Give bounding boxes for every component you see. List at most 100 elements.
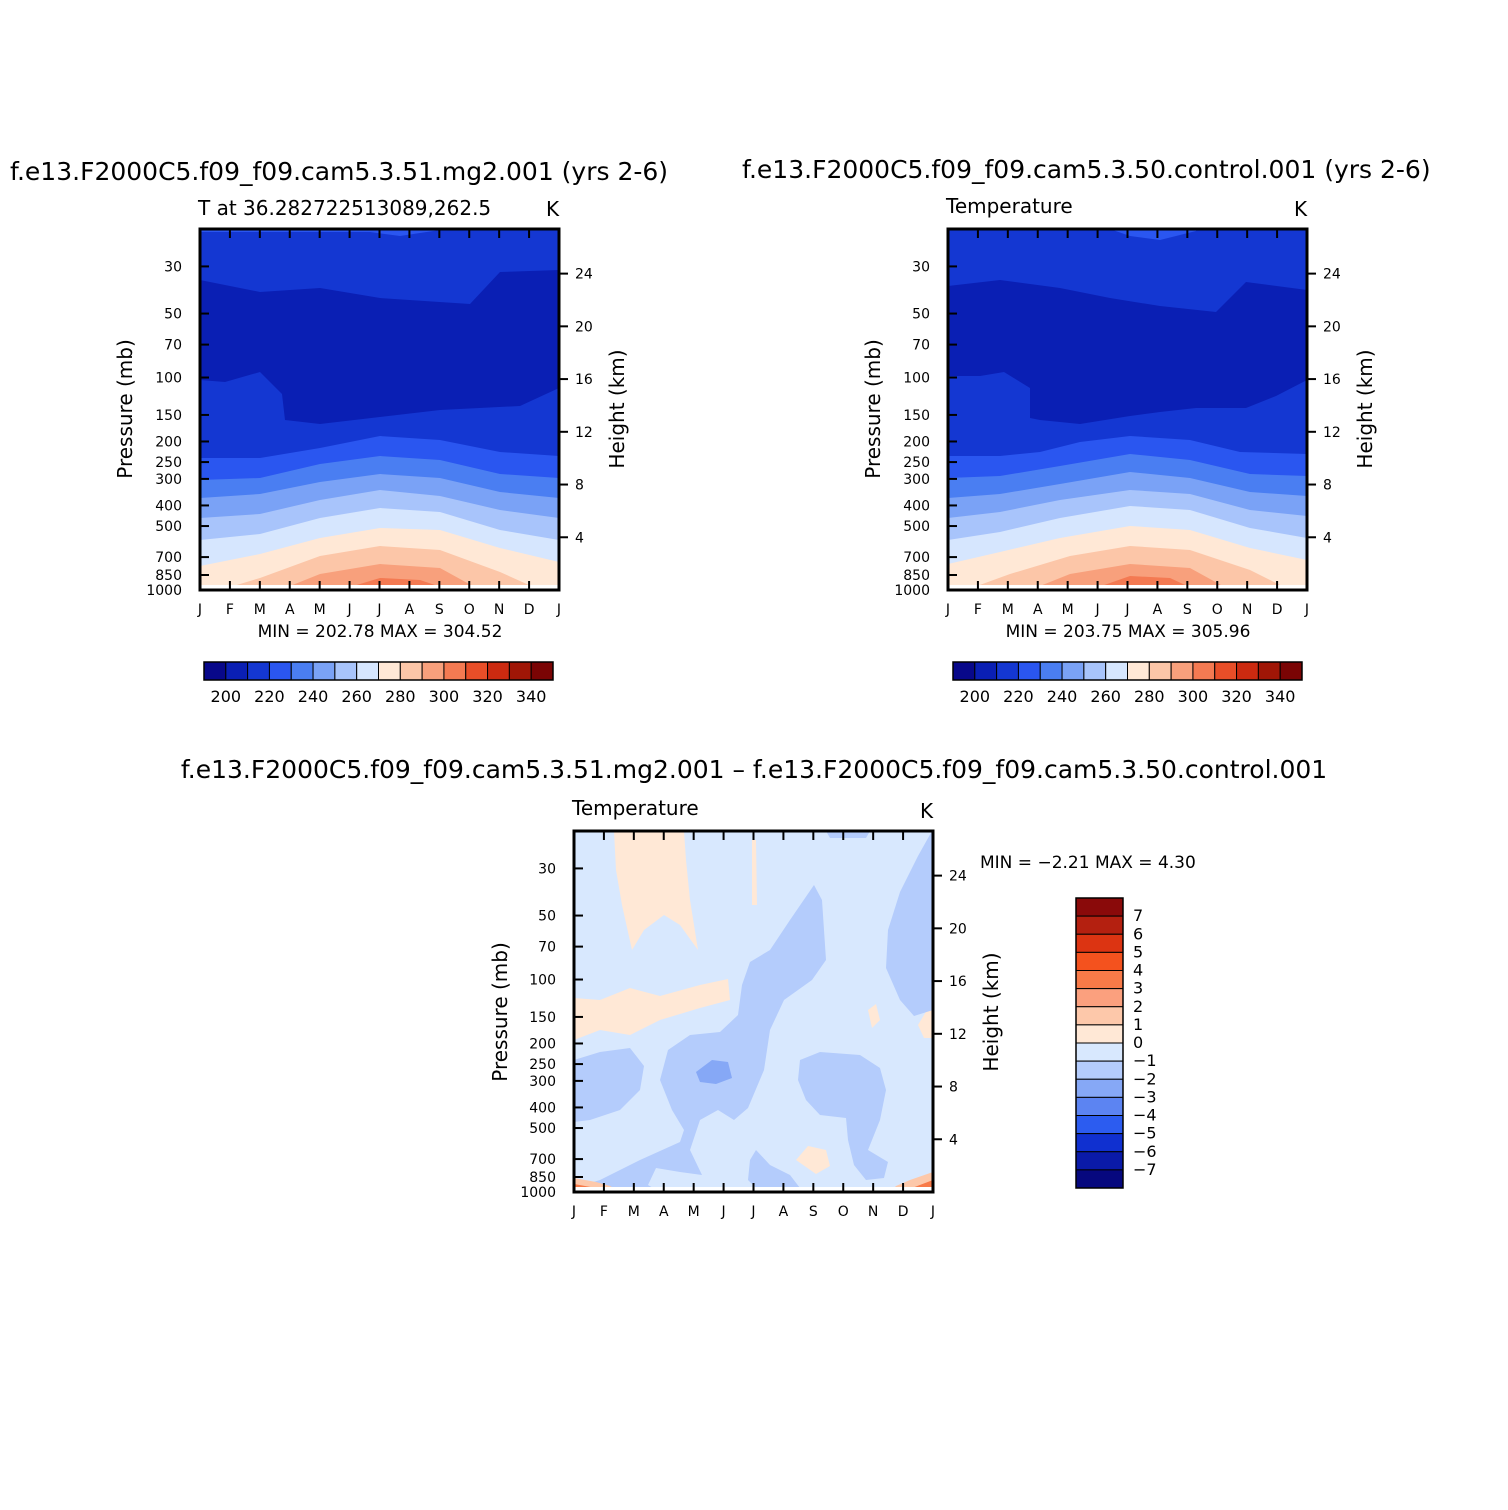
pressure-tick-label: 70 (538, 940, 556, 956)
x-tick-label: S (1183, 602, 1192, 618)
colorbar-swatch (1127, 661, 1150, 681)
height-tick-label: 4 (1323, 530, 1332, 546)
pressure-tick-label: 1000 (520, 1185, 556, 1201)
colorbar-label: 4 (1133, 961, 1143, 980)
x-tick-label: M (1002, 602, 1014, 618)
panel-mg2-units: K (546, 197, 560, 221)
colorbar-swatch (1075, 1169, 1124, 1189)
pressure-tick-label: 700 (529, 1152, 556, 1168)
colorbar-swatch (378, 661, 401, 681)
panel-diff-units: K (920, 799, 934, 823)
colorbar-swatch (421, 661, 445, 681)
height-tick-label: 20 (575, 319, 593, 335)
colorbar-label: −1 (1133, 1051, 1157, 1070)
colorbar-swatch (1075, 1096, 1124, 1116)
panel-control-subtitle: Temperature (945, 194, 1073, 218)
colorbar-label: −5 (1133, 1124, 1157, 1143)
panel-diff-cool-core (696, 1060, 732, 1084)
pressure-tick-label: 150 (903, 408, 930, 424)
pressure-tick-label: 300 (903, 472, 930, 488)
colorbar-swatch (465, 661, 489, 681)
colorbar-label: −4 (1133, 1106, 1157, 1125)
colorbar-label: 320 (472, 687, 503, 706)
colorbar-label: 240 (298, 687, 329, 706)
colorbar-swatch (1075, 1060, 1124, 1080)
colorbar-label: 300 (1178, 687, 1209, 706)
panel-diff-warm-spot-a (868, 1004, 880, 1028)
x-tick-label: J (571, 1204, 576, 1220)
panel-diff-warm-upper (614, 831, 698, 950)
colorbar-label: −7 (1133, 1160, 1157, 1179)
panel-mg2-minmax: MIN = 202.78 MAX = 304.52 (258, 622, 503, 642)
colorbar-swatch (1061, 661, 1085, 681)
colorbar-swatch (1170, 661, 1194, 681)
pressure-tick-label: 100 (155, 371, 182, 387)
x-tick-label: A (1033, 602, 1043, 618)
x-tick-label: J (376, 602, 381, 618)
pressure-tick-label: 850 (155, 568, 182, 584)
pressure-tick-label: 300 (529, 1074, 556, 1090)
colorbar-swatch (1148, 661, 1172, 681)
colorbar-swatch (1214, 661, 1238, 681)
x-tick-label: O (464, 602, 475, 618)
colorbar-swatch (268, 661, 292, 681)
x-tick-label: M (314, 602, 326, 618)
pressure-tick-label: 30 (164, 259, 182, 275)
colorbar-swatch (1075, 988, 1124, 1008)
x-tick-label: F (974, 602, 982, 618)
colorbar-swatch (1075, 1006, 1124, 1026)
pressure-tick-label: 100 (903, 371, 930, 387)
colorbar-label: 3 (1133, 979, 1143, 998)
colorbar-swatch (1075, 1151, 1124, 1171)
panel-diff-ylabel: Pressure (mb) (488, 942, 512, 1082)
colorbar-swatch (1075, 1133, 1124, 1153)
panel-mg2-ylabel-right: Height (km) (605, 349, 629, 468)
colorbar-label: 340 (1265, 687, 1296, 706)
x-tick-label: D (524, 602, 535, 618)
pressure-tick-label: 1000 (146, 583, 182, 599)
colorbar-label: 2 (1133, 997, 1143, 1016)
colorbar-swatch (508, 661, 532, 681)
pressure-tick-label: 100 (529, 973, 556, 989)
panel-diff-subtitle: Temperature (571, 796, 699, 820)
panel-diff-warm-sliver (752, 840, 757, 905)
pressure-tick-label: 850 (529, 1170, 556, 1186)
colorbar-swatch (530, 661, 554, 681)
pressure-tick-label: 400 (903, 498, 930, 514)
panel-control-colorbar: 200 220 240 260 280 300 320 340 (952, 661, 1303, 706)
x-tick-label: J (750, 1204, 755, 1220)
height-tick-label: 16 (949, 974, 967, 990)
height-tick-label: 20 (949, 921, 967, 937)
colorbar-label: 320 (1221, 687, 1252, 706)
height-tick-label: 12 (575, 425, 593, 441)
panel-diff-cool-right (886, 831, 933, 1016)
colorbar-label: 220 (1003, 687, 1034, 706)
colorbar-swatch (312, 661, 336, 681)
panel-control-minmax: MIN = 203.75 MAX = 305.96 (1006, 622, 1251, 642)
panel-control-band-top (1110, 229, 1196, 240)
panel-control-band-cold-core (948, 280, 1307, 424)
pressure-tick-label: 250 (903, 455, 930, 471)
x-tick-label: M (254, 602, 266, 618)
x-tick-label: M (1062, 602, 1074, 618)
colorbar-swatch (443, 661, 467, 681)
colorbar-swatch (1105, 661, 1128, 681)
pressure-tick-label: 400 (529, 1100, 556, 1116)
x-tick-label: J (1304, 602, 1309, 618)
height-tick-label: 4 (949, 1132, 958, 1148)
panel-diff-contours (574, 831, 933, 1192)
x-tick-label: N (1242, 602, 1252, 618)
colorbar-swatch (334, 661, 358, 681)
colorbar-swatch (1075, 1078, 1124, 1098)
pressure-tick-label: 500 (529, 1121, 556, 1137)
pressure-tick-label: 200 (529, 1036, 556, 1052)
colorbar-swatch (247, 661, 270, 681)
x-tick-label: J (197, 602, 202, 618)
colorbar-swatch (974, 661, 998, 681)
panel-mg2-title: f.e13.F2000C5.f09_f09.cam5.3.51.mg2.001 … (10, 157, 668, 186)
x-tick-label: F (600, 1204, 608, 1220)
x-tick-label: J (945, 602, 950, 618)
height-tick-label: 24 (1323, 267, 1341, 283)
